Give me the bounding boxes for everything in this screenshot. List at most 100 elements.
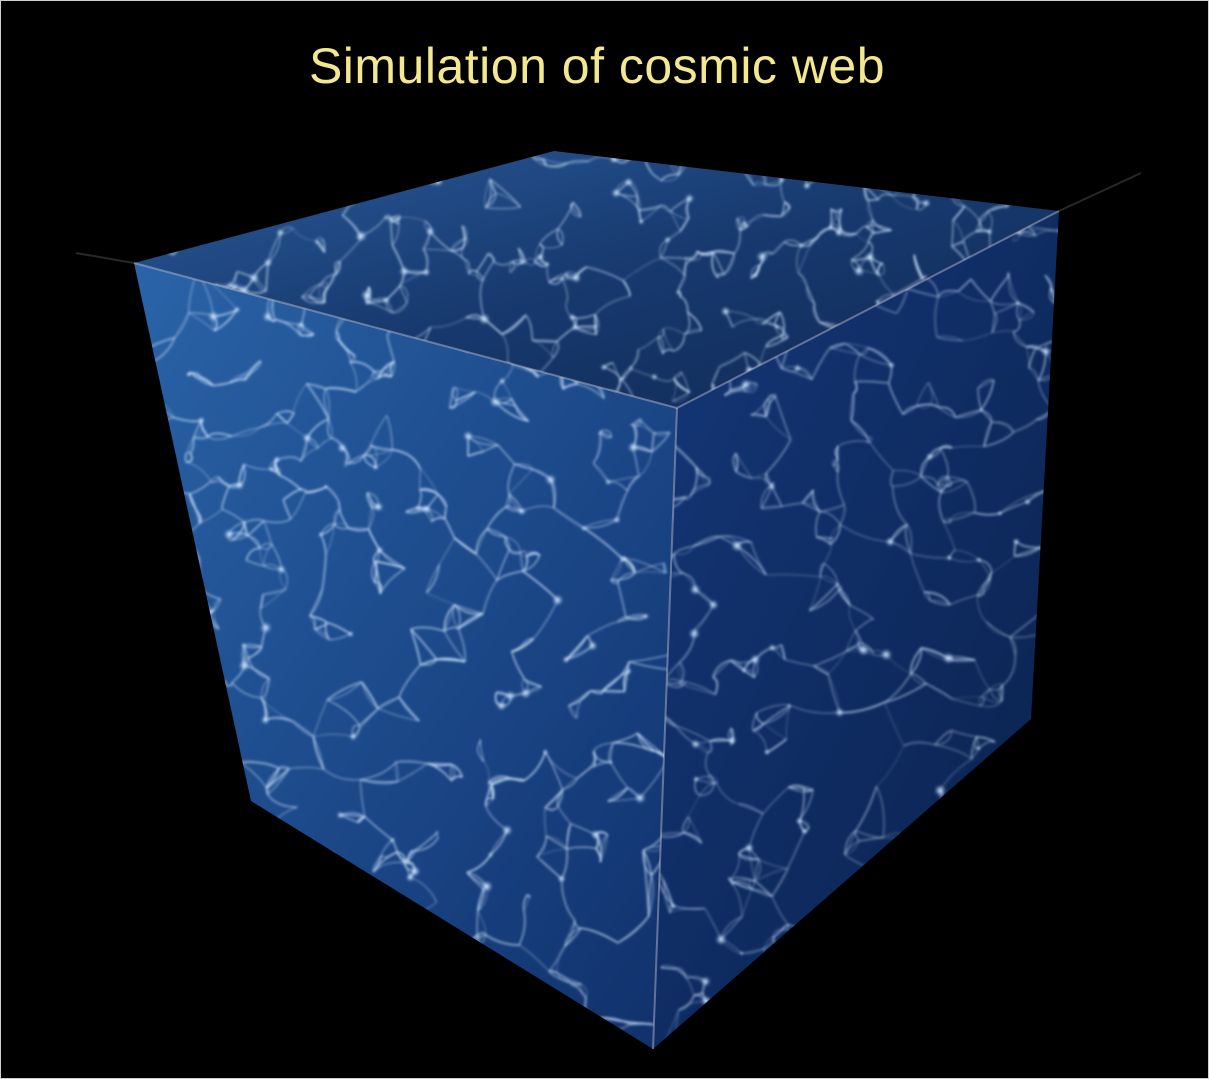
filament (823, 563, 839, 584)
filament (712, 250, 735, 255)
filament (962, 170, 967, 180)
filament (878, 275, 895, 295)
galaxy-cluster-node (817, 152, 825, 160)
filament (327, 419, 333, 439)
filament (326, 900, 331, 906)
filament (934, 744, 973, 760)
filament (878, 193, 893, 200)
galaxy-cluster-node (948, 904, 956, 912)
filament (1041, 489, 1054, 548)
filament (708, 1013, 731, 1032)
filament (884, 702, 905, 746)
filament (943, 521, 956, 551)
filament (670, 157, 689, 165)
filament (412, 836, 439, 852)
filament (320, 157, 342, 184)
filament (556, 789, 564, 807)
filament (962, 164, 990, 180)
filament (273, 172, 277, 175)
filament (834, 445, 839, 459)
filament (366, 1026, 395, 1034)
filament (613, 742, 654, 752)
filament (139, 431, 149, 442)
filament (832, 971, 838, 984)
filament (632, 418, 642, 425)
filament (1049, 287, 1054, 292)
filament (909, 933, 921, 951)
filament (1004, 944, 1008, 954)
filament (572, 202, 582, 218)
galaxy-cluster-node (453, 991, 460, 998)
filament (201, 157, 208, 164)
filament (484, 178, 491, 208)
filament (330, 905, 351, 928)
filament (970, 939, 974, 956)
filament (387, 167, 413, 176)
filament (461, 247, 466, 261)
filament (239, 464, 246, 486)
filament (410, 629, 421, 665)
filament (987, 205, 1008, 213)
filament (832, 970, 842, 978)
filament (546, 835, 568, 850)
filament (755, 318, 778, 328)
filament (707, 740, 713, 754)
filament (560, 878, 576, 921)
galaxy-cluster-node (905, 946, 914, 955)
filament (680, 296, 688, 312)
galaxy-cluster-node (1023, 498, 1031, 506)
filament (287, 945, 304, 952)
filament (839, 226, 857, 235)
filament (696, 250, 714, 255)
filament (1032, 788, 1045, 818)
filament (927, 912, 933, 915)
filament (735, 453, 753, 479)
filament (392, 302, 408, 314)
filament (745, 383, 758, 393)
filament (214, 197, 220, 214)
filament (525, 314, 534, 341)
filament (628, 154, 647, 160)
filament (705, 1000, 712, 1032)
filament (866, 225, 892, 231)
filament (838, 589, 851, 606)
filament (711, 251, 719, 279)
filament (206, 701, 222, 727)
filament (1006, 182, 1023, 208)
filament (178, 1005, 197, 1016)
filament (685, 978, 695, 996)
filament (580, 927, 619, 944)
filament (974, 659, 990, 690)
filament (890, 470, 894, 487)
filament (170, 578, 200, 588)
filament (557, 805, 572, 825)
filament (1009, 636, 1016, 656)
filament (938, 406, 956, 419)
filament (363, 1022, 368, 1033)
filament (418, 151, 454, 155)
filament (958, 153, 967, 173)
filament (969, 889, 987, 903)
filament (1007, 276, 1019, 304)
filament (572, 1018, 584, 1025)
filament (784, 971, 809, 989)
filament (938, 406, 957, 418)
galaxy-cluster-node (686, 389, 692, 394)
filament (138, 441, 141, 485)
filament (196, 561, 201, 588)
galaxy-cluster-node (1033, 156, 1040, 163)
filament (221, 486, 230, 510)
filament (363, 1021, 395, 1030)
filament (984, 578, 991, 592)
filament (884, 875, 890, 892)
filament (879, 263, 885, 276)
filament (457, 943, 479, 950)
filament (334, 523, 349, 530)
filament (506, 1006, 531, 1041)
filament (450, 775, 463, 782)
filament (210, 476, 220, 484)
filament (970, 939, 974, 956)
filament (774, 1022, 801, 1029)
galaxy-cluster-node (277, 565, 286, 574)
filament (765, 472, 773, 488)
